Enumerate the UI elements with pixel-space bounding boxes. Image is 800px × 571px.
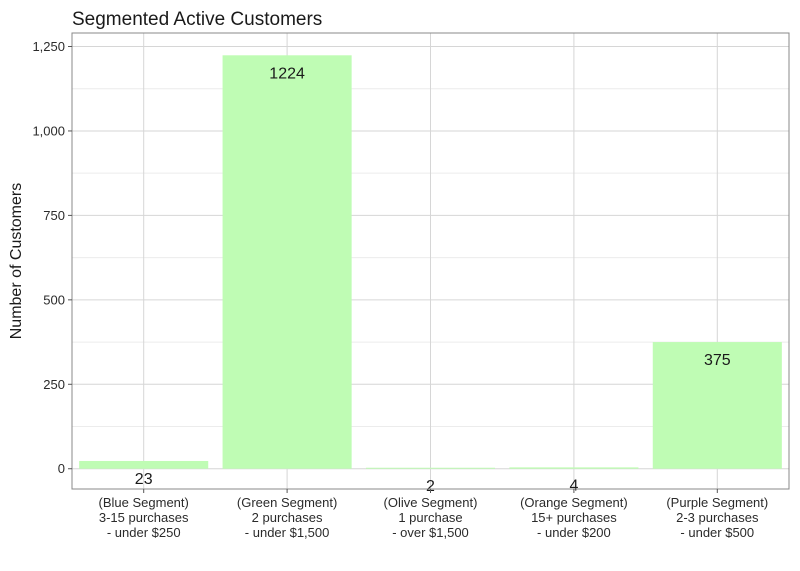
data-label: 375 [704,352,731,369]
bar [509,467,638,468]
x-tick-label: (Purple Segment) 2-3 purchases - under $50… [666,495,768,540]
x-tick-label: (Blue Segment) 3-15 purchases - under $250 [99,495,189,540]
y-tick-label: 750 [43,208,65,223]
y-axis-label: Number of Customers [8,183,25,340]
bar [223,55,352,468]
bar [79,461,208,469]
y-tick-label: 250 [43,377,65,392]
chart-title: Segmented Active Customers [72,9,322,30]
y-axis-ticks: 0 250 500 750 1,000 1,250 [32,39,72,476]
x-tick-label: (Orange Segment) 15+ purchases - under $20… [520,495,628,540]
bar [366,468,495,469]
data-label: 1224 [269,65,305,82]
y-tick-label: 1,250 [32,39,65,54]
x-tick-label: (Green Segment) 2 purchases - under $1,500 [237,495,337,540]
y-tick-label: 500 [43,292,65,307]
x-axis-ticks: (Blue Segment) 3-15 purchases - under $250… [99,489,769,540]
x-tick-label: (Olive Segment) 1 purchase - over $1,500 [384,495,478,540]
y-tick-label: 0 [58,461,65,476]
data-label: 23 [135,471,153,488]
y-tick-label: 1,000 [32,123,65,138]
